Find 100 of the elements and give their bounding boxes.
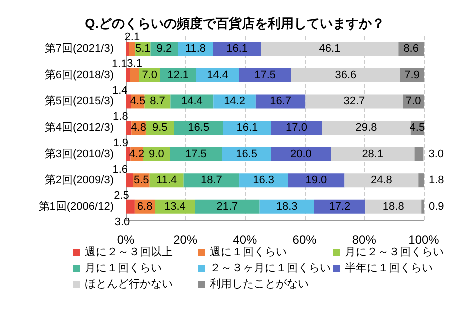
x-tick-label: 40% [233,233,258,247]
data-label: 3.0 [114,216,130,228]
data-label: 16.1 [226,43,248,56]
data-label: 18.8 [382,200,404,213]
data-label: 17.5 [254,69,276,82]
data-label: 17.2 [329,200,351,213]
data-label: 14.2 [224,96,246,108]
y-tick-label: 第5回(2015/3) [44,96,114,108]
bar [170,147,222,162]
data-label: 13.4 [164,200,186,213]
data-label: 9.0 [149,148,164,160]
data-label: 36.6 [335,69,357,82]
data-label: 20.0 [290,148,312,160]
data-label: 1.4 [112,84,128,97]
data-label: 4.2 [129,148,145,160]
data-label: 7.0 [142,69,158,82]
data-label: 14.4 [207,69,228,82]
x-tick-label: 0% [117,233,135,247]
data-label: 1.6 [112,164,128,176]
bar [126,121,132,135]
data-label: 17.0 [286,122,308,134]
data-label: 5.1 [135,43,151,56]
data-label: 16.5 [236,148,258,160]
data-label: 1.8 [113,111,128,124]
bar [260,200,314,214]
bar [418,174,424,188]
data-label: 1.9 [113,138,128,150]
data-label: 8.7 [150,96,166,108]
data-label: 4.5 [130,96,146,108]
data-label: 16.5 [188,122,210,134]
bar [130,68,140,82]
data-label: 18.3 [276,200,298,213]
data-label: 24.8 [370,174,392,187]
y-tick-label: 第2回(2009/3) [44,174,114,187]
data-label: 1.8 [429,174,444,187]
data-label: 18.7 [200,174,222,187]
data-label: 3.1 [127,58,142,70]
data-label: 1.1 [112,58,128,71]
data-label: 16.1 [236,122,258,134]
legend-label: 利用したことがない [210,278,309,290]
chart-title: Q.どのくらいの頻度で百貨店を利用していますか？ [85,16,385,31]
data-label: 8.6 [404,43,419,56]
data-label: 2.1 [124,32,140,44]
legend-label: 週に２～３回以上 [85,246,173,258]
bar [271,147,332,162]
legend-label: ほとんど行かない [85,278,173,290]
y-tick-label: 第1回(2006/12) [38,200,114,213]
data-label: 9.2 [156,43,172,56]
data-label: 9.5 [152,122,168,134]
x-tick-label: 60% [292,233,318,247]
data-label: 3.0 [428,148,444,160]
bar [126,174,134,188]
data-label: 28.1 [362,148,384,160]
y-tick-label: 第3回(2010/3) [44,148,114,160]
bar [184,174,240,188]
data-label: 14.4 [181,96,203,108]
bar [126,68,130,82]
bar [126,147,131,162]
data-label: 7.0 [406,96,422,108]
data-label: 0.9 [429,200,444,213]
bar [195,200,260,214]
bar [213,42,262,56]
bar [414,147,424,162]
data-label: 19.0 [306,174,328,187]
x-tick-label: 20% [174,233,198,247]
data-label: 7.9 [404,69,420,82]
data-label: 21.7 [216,200,238,213]
legend-label: 月に１回くらい [85,262,162,274]
x-tick-label: 80% [352,233,377,247]
bar [314,200,366,214]
data-label: 32.7 [344,96,366,108]
data-label: 16.3 [253,174,275,187]
x-tick-label: 100% [408,233,440,247]
data-label: 6.8 [137,200,153,213]
legend-label: 半年に１回くらい [345,262,433,274]
data-label: 46.1 [319,43,341,56]
data-label: 11.8 [185,43,206,56]
data-label: 17.5 [185,148,207,160]
bar [126,94,132,109]
bar [223,121,272,135]
data-label: 4.8 [131,122,146,134]
legend-label: ２～３ヶ月に１回くらい [210,262,331,274]
y-tick-label: 第7回(2021/3) [44,43,114,56]
data-label: 5.5 [134,174,150,187]
data-label: 12.1 [168,69,190,82]
legend-label: 月に２～３回くらい [345,246,444,258]
bar [271,121,322,135]
data-label: 2.5 [114,190,130,202]
data-label: 29.8 [356,122,378,134]
y-tick-label: 第6回(2018/3) [44,69,114,82]
data-label: 4.5 [410,122,426,134]
y-tick-label: 第4回(2012/3) [44,122,114,134]
bar [288,174,345,188]
bar [239,68,292,82]
legend-label: 週に１回くらい [210,246,287,258]
bar [126,200,135,214]
bar [256,94,306,109]
bar [126,42,130,56]
bar [129,42,136,56]
data-label: 11.4 [156,174,178,187]
